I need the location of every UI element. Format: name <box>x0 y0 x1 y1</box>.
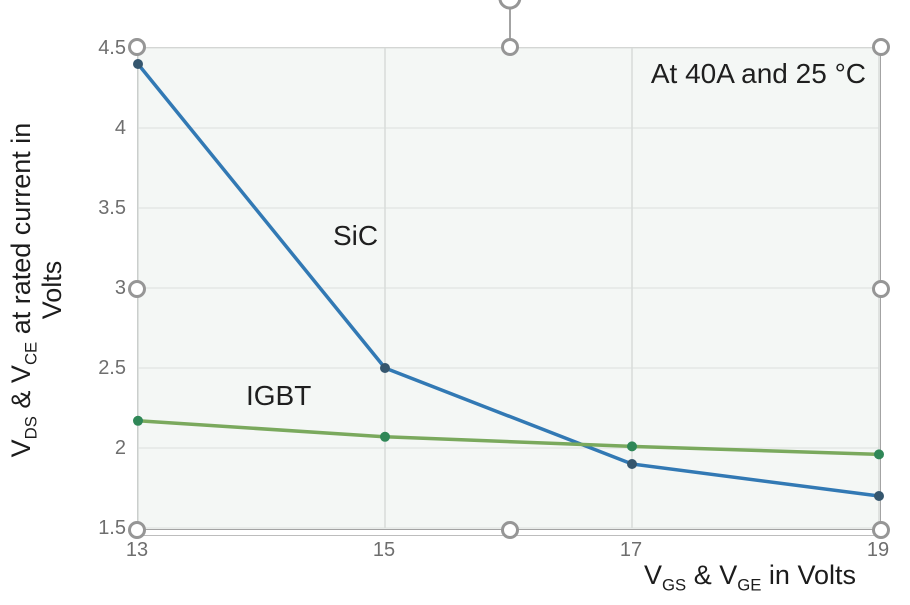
data-point-sic <box>380 363 390 373</box>
chart-plot-svg <box>133 47 884 529</box>
selection-handle-middle-right[interactable] <box>872 280 890 298</box>
y-tick-label: 3.5 <box>98 197 126 219</box>
x-axis-title: VGS & VGE in Volts <box>644 560 856 595</box>
series-line-sic <box>136 62 880 498</box>
y-tick-label: 2.5 <box>98 357 126 379</box>
chart-annotation: At 40A and 25 °C <box>650 58 866 89</box>
y-tick-label: 4.5 <box>98 37 126 59</box>
selection-handle-middle-left[interactable] <box>128 280 146 298</box>
data-point-igbt <box>133 415 143 426</box>
x-tick-label: 13 <box>125 539 149 561</box>
data-point-igbt <box>874 449 884 460</box>
selection-handle-bottom-right[interactable] <box>872 521 890 539</box>
series-label-sic: SiC <box>333 220 379 251</box>
rotation-handle-stem <box>509 8 511 40</box>
selection-handle-bottom-center[interactable] <box>501 521 519 539</box>
selection-handle-top-left[interactable] <box>128 38 146 56</box>
x-tick-label: 19 <box>866 539 890 561</box>
x-tick-label: 17 <box>619 539 643 561</box>
plot-area[interactable]: At 40A and 25 °C SiC IGBT <box>133 47 884 530</box>
x-tick-label: 15 <box>372 539 396 561</box>
selection-handle-top-center[interactable] <box>501 38 519 56</box>
rotation-handle-icon[interactable] <box>494 0 526 14</box>
y-tick-label: 4 <box>114 117 126 139</box>
data-point-sic <box>627 459 637 469</box>
data-point-igbt <box>380 431 390 442</box>
y-tick-label: 1.5 <box>98 517 126 539</box>
series-line-igbt <box>137 419 880 457</box>
data-point-sic <box>133 59 143 69</box>
y-tick-label: 3 <box>114 277 126 299</box>
series-label-igbt: IGBT <box>246 380 312 411</box>
data-point-sic <box>874 491 884 501</box>
selection-handle-top-right[interactable] <box>872 38 890 56</box>
selection-handle-bottom-left[interactable] <box>128 521 146 539</box>
y-tick-label: 2 <box>114 437 126 459</box>
data-point-igbt <box>627 441 637 452</box>
